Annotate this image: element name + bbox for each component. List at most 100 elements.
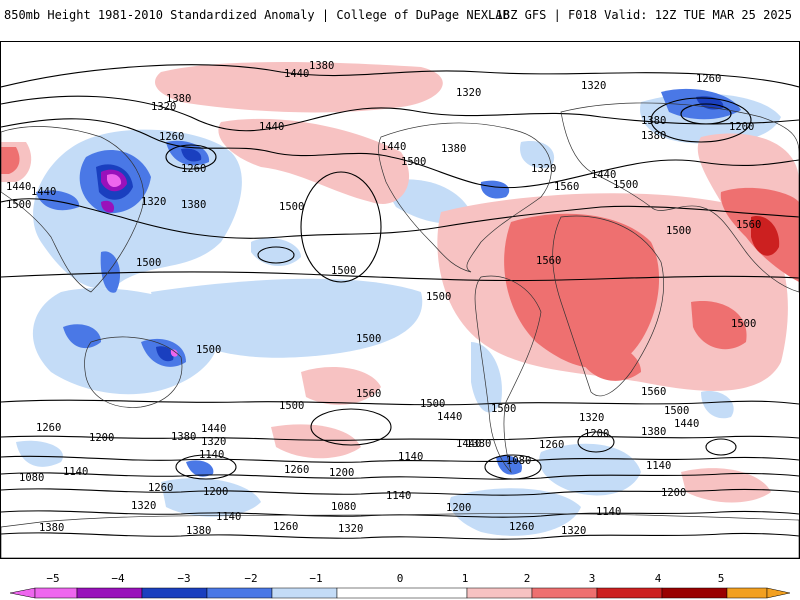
contour-label: 1380 xyxy=(166,93,191,105)
contour-label: 1200 xyxy=(446,502,471,514)
colorbar-tick-pos4: 4 xyxy=(654,572,662,585)
anomaly-pos3-fill xyxy=(751,216,780,256)
contour-label: 1200 xyxy=(329,467,354,479)
contour-label: 1380 xyxy=(309,60,334,72)
contour-labels: 1440 1380 1320 1260 1380 1320 1440 1260 … xyxy=(6,60,761,537)
contour-label: 1500 xyxy=(420,398,445,410)
contour-label: 1500 xyxy=(426,291,451,303)
colorbar-swatch-neg1 xyxy=(271,587,338,599)
contour-label: 1320 xyxy=(131,500,156,512)
contour-label: 1260 xyxy=(509,521,534,533)
contour-label: 1380 xyxy=(466,438,491,450)
contour-label: 1260 xyxy=(181,163,206,175)
colorbar-max-arrow xyxy=(766,587,791,599)
contour-label: 1500 xyxy=(331,265,356,277)
contour-label: 1380 xyxy=(641,130,666,142)
contour-label: 1320 xyxy=(151,101,176,113)
contour-label: 1500 xyxy=(613,179,638,191)
contour-label: 1440 xyxy=(31,186,56,198)
contour-label: 1500 xyxy=(6,199,31,211)
contour-label: 1260 xyxy=(696,73,721,85)
height-contours xyxy=(1,64,799,540)
contour-label: 1440 xyxy=(437,411,462,423)
contour-label: 1500 xyxy=(664,405,689,417)
eurasia-outline xyxy=(560,102,799,293)
contour-label: 1560 xyxy=(641,386,666,398)
colorbar-tick-pos2: 2 xyxy=(523,572,531,585)
contour-label: 1380 xyxy=(441,143,466,155)
colorbar-swatch-pos2 xyxy=(531,587,598,599)
contour-label: 1320 xyxy=(531,163,556,175)
contour-label: 1320 xyxy=(201,436,226,448)
colorbar-swatch-neg5 xyxy=(34,587,78,599)
anomaly-pos2-fill xyxy=(1,147,799,381)
contour-label: 1380 xyxy=(641,115,666,127)
colorbar-tick-pos5: 5 xyxy=(717,572,725,585)
contour-label: 1500 xyxy=(666,225,691,237)
asia-west-outline xyxy=(1,126,144,293)
contour-label: 1260 xyxy=(159,131,184,143)
colorbar-tick-pos1: 1 xyxy=(461,572,469,585)
colorbar-tick-neg1: −1 xyxy=(309,572,323,585)
contour-label: 1200 xyxy=(729,121,754,133)
contour-label: 1260 xyxy=(36,422,61,434)
coastlines xyxy=(1,102,799,558)
contour-label: 1440 xyxy=(591,169,616,181)
colorbar-svg xyxy=(9,587,791,599)
colorbar-min-arrow xyxy=(9,587,36,599)
contour-label: 1380 xyxy=(39,522,64,534)
map-title: 850mb Height 1981-2010 Standardized Anom… xyxy=(4,8,510,22)
colorbar-swatch-zero xyxy=(336,587,468,599)
colorbar-tick-neg4: −4 xyxy=(111,572,125,585)
contour-label: 1260 xyxy=(284,464,309,476)
colorbar-tick-neg3: −3 xyxy=(177,572,191,585)
colorbar-swatch-neg2 xyxy=(206,587,273,599)
anomaly-neg5-fill xyxy=(107,174,178,357)
contour-label: 1440 xyxy=(6,181,31,193)
contour-label: 1560 xyxy=(356,388,381,400)
africa-outline xyxy=(552,215,664,397)
colorbar-swatch-pos5 xyxy=(726,587,768,599)
map-panel: 1440 1380 1320 1260 1380 1320 1440 1260 … xyxy=(0,41,800,559)
australia-outline xyxy=(84,336,183,408)
contour-label: 1140 xyxy=(386,490,411,502)
contour-label: 1140 xyxy=(398,451,423,463)
contour-label: 1380 xyxy=(181,199,206,211)
colorbar-tick-pos3: 3 xyxy=(588,572,596,585)
contour-label: 1560 xyxy=(736,219,761,231)
colorbar-swatch-neg4 xyxy=(76,587,143,599)
contour-label: 1260 xyxy=(273,521,298,533)
contour-label: 1140 xyxy=(63,466,88,478)
colorbar-tick-neg2: −2 xyxy=(244,572,258,585)
contour-label: 1140 xyxy=(646,460,671,472)
contour-label: 1320 xyxy=(338,523,363,535)
contour-label: 1380 xyxy=(186,525,211,537)
contour-label: 1440 xyxy=(381,141,406,153)
colorbar-tick-neg5: −5 xyxy=(46,572,60,585)
contour-label: 1260 xyxy=(148,482,173,494)
contour-label: 1500 xyxy=(136,257,161,269)
contour-label: 1500 xyxy=(731,318,756,330)
colorbar-swatch-pos4 xyxy=(661,587,728,599)
contour-label: 1080 xyxy=(19,472,44,484)
contour-label: 1200 xyxy=(89,432,114,444)
contour-label: 1080 xyxy=(331,501,356,513)
antarctica-outline xyxy=(1,513,799,558)
contour-label: 1500 xyxy=(196,344,221,356)
contour-label: 1200 xyxy=(584,428,609,440)
header: 850mb Height 1981-2010 Standardized Anom… xyxy=(0,0,800,30)
contour-label: 1140 xyxy=(596,506,621,518)
contour-label: 1440 xyxy=(284,68,309,80)
contour-label: 1320 xyxy=(456,87,481,99)
colorbar-swatch-pos3 xyxy=(596,587,663,599)
colorbar-swatch-pos1 xyxy=(466,587,533,599)
contour-label: 1500 xyxy=(491,403,516,415)
contour-label: 1500 xyxy=(279,201,304,213)
contour-label: 1260 xyxy=(539,439,564,451)
contour-label: 1440 xyxy=(456,438,481,450)
contour-label: 1380 xyxy=(171,431,196,443)
north-america-outline xyxy=(378,122,552,273)
contour-label: 1560 xyxy=(536,255,561,267)
contour-label: 1320 xyxy=(141,196,166,208)
anomaly-colorbar: −5 −4 −3 −2 −1 0 1 2 3 4 5 xyxy=(0,570,800,600)
